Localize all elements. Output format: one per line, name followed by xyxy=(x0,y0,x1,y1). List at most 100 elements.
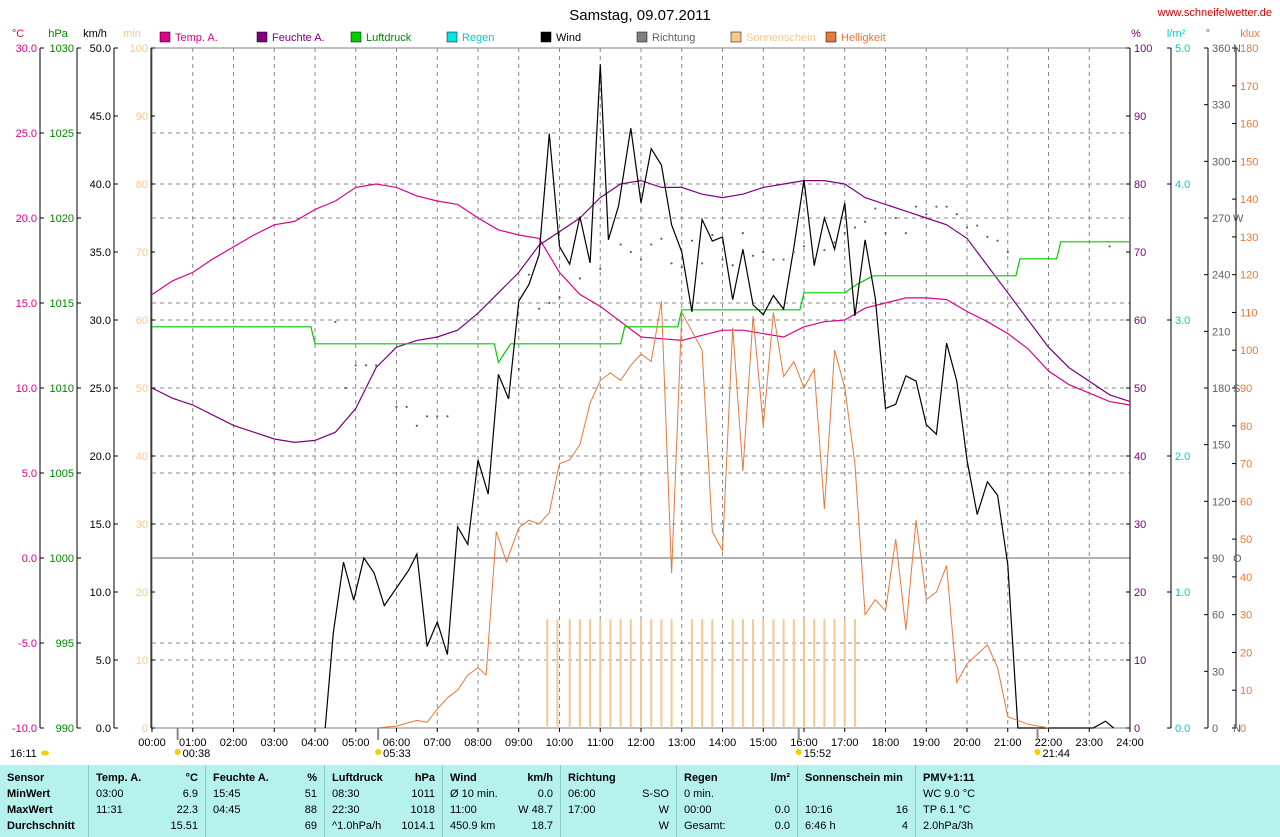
stats-cell: Richtung xyxy=(568,772,616,784)
direction-point xyxy=(578,277,581,280)
compass-label: S xyxy=(1233,383,1240,395)
stats-cell: MaxWert xyxy=(7,804,53,816)
axis-tick-label: 330 xyxy=(1212,100,1230,112)
axis-tick-label: 30 xyxy=(1240,610,1252,622)
axis-tick-label: 120 xyxy=(1212,496,1230,508)
axis-tick-label: 120 xyxy=(1240,270,1258,282)
axis-tick-label: 1030 xyxy=(50,43,74,55)
direction-point xyxy=(375,364,378,367)
legend-label: Sonnenschein xyxy=(746,32,816,44)
axis-tick-label: 100 xyxy=(130,43,148,55)
direction-point xyxy=(639,258,643,261)
axis-tick-label: 150 xyxy=(1212,440,1230,452)
stats-panel: Sensor MinWert MaxWert Durchschnitt Temp. A.… xyxy=(0,765,1280,837)
stats-cell: 16 xyxy=(895,804,908,816)
marker-time: 00:38 xyxy=(183,748,211,760)
compass-label: O xyxy=(1233,553,1242,565)
x-tick-label: 12:00 xyxy=(627,737,655,749)
site-url[interactable]: www.schneifelwetter.de xyxy=(1157,7,1272,19)
axis-tick-label: 1015 xyxy=(50,298,74,310)
x-tick-label: 20:00 xyxy=(953,737,981,749)
stats-cell: 18.7 xyxy=(531,820,553,832)
sunrise-icon xyxy=(375,749,382,755)
direction-point xyxy=(823,249,826,252)
stats-cell: Ø 10 min. xyxy=(450,788,498,800)
direction-point xyxy=(415,424,418,427)
axis-tick-label: 5.0 xyxy=(1175,43,1190,55)
axis-tick-label: 360 xyxy=(1212,43,1230,55)
weather-chart: Samstag, 09.07.2011 www.schneifelwetter.… xyxy=(10,7,1272,760)
axis-unit-rain: l/m² xyxy=(1167,28,1186,40)
axis-tick-label: 60 xyxy=(1134,315,1146,327)
series-line-luftdruck xyxy=(152,241,1130,365)
stats-cell: 10:16 xyxy=(805,804,833,816)
compass-label: N xyxy=(1233,43,1241,55)
stats-column: PMV+1:11 WC 9.0 °C TP 6.1 °C 2.0hPa/3h xyxy=(915,765,1280,837)
axis-tick-label: -10.0 xyxy=(12,723,37,735)
stats-cell: 03:00 xyxy=(96,788,124,800)
direction-point xyxy=(690,239,694,242)
stats-cell: °C xyxy=(185,772,198,784)
direction-point xyxy=(629,250,632,254)
direction-point xyxy=(792,250,795,254)
direction-point xyxy=(405,405,408,408)
axis-tick-label: 40 xyxy=(136,451,148,463)
direction-point xyxy=(548,301,551,305)
sun-moon-markers: 00:38 05:33 15:52 21:44 16:11 xyxy=(10,728,1070,760)
axis-tick-label: 210 xyxy=(1212,326,1230,338)
legend-label: Regen xyxy=(462,32,494,44)
axis-tick-label: 15.0 xyxy=(16,298,37,310)
axis-tick-label: 45.0 xyxy=(90,111,111,123)
direction-point xyxy=(334,320,337,323)
stats-cell: Sensor xyxy=(7,772,45,784)
axis-tick-label: 10 xyxy=(1134,655,1146,667)
legend-swatch xyxy=(636,31,648,43)
x-tick-label: 02:00 xyxy=(220,737,248,749)
axis-tick-label: 0 xyxy=(142,723,148,735)
moon-icon xyxy=(795,749,802,755)
x-tick-label: 01:00 xyxy=(179,737,207,749)
stats-cell: Temp. A. xyxy=(96,772,142,784)
series-line-helligkeit xyxy=(376,301,1049,729)
stats-cell: W 48.7 xyxy=(518,804,553,816)
legend-swatch xyxy=(256,31,268,43)
direction-point xyxy=(670,262,673,265)
legend-label: Helligkeit xyxy=(841,32,886,44)
x-tick-label: 04:00 xyxy=(301,737,329,749)
direction-point xyxy=(986,235,989,238)
stats-cell: 08:30 xyxy=(332,788,360,800)
direction-point xyxy=(762,250,765,254)
stats-cell: ^1.0hPa/h xyxy=(332,820,382,832)
axis-tick-label: 20 xyxy=(136,587,148,599)
axis-tick-label: 50 xyxy=(1134,383,1146,395)
direction-point xyxy=(344,386,347,390)
stats-cell: 11:00 xyxy=(450,804,477,816)
stats-cell: 0.0 xyxy=(537,788,553,800)
axis-tick-label: 5.0 xyxy=(96,655,111,667)
stats-cell: Gesamt: xyxy=(684,820,726,832)
marker-time: 21:44 xyxy=(1042,748,1070,760)
axis-tick-label: 170 xyxy=(1240,81,1258,93)
axis-tick-label: 1005 xyxy=(50,468,74,480)
stats-cell: hPa xyxy=(414,772,435,784)
stats-cell: km/h xyxy=(527,772,553,784)
sun-icon xyxy=(41,750,49,756)
x-tick-label: 14:00 xyxy=(709,737,737,749)
axis-tick-label: 30.0 xyxy=(90,315,111,327)
stats-cell: 15:45 xyxy=(213,788,241,800)
series-line-temp-a xyxy=(151,183,1131,406)
legend-label: Richtung xyxy=(652,32,695,44)
stats-cell: WC 9.0 °C xyxy=(923,788,976,800)
sunset-icon xyxy=(1034,749,1041,755)
direction-point xyxy=(884,232,887,235)
x-tick-label: 00:00 xyxy=(138,737,166,749)
x-tick-label: 22:00 xyxy=(1035,737,1063,749)
direction-point xyxy=(853,226,857,229)
direction-point xyxy=(1108,245,1111,248)
axis-tick-label: 20.0 xyxy=(90,451,111,463)
axis-tick-label: 90 xyxy=(1134,111,1146,123)
axis-tick-label: 3.0 xyxy=(1175,315,1190,327)
legend-swatch xyxy=(730,31,742,43)
direction-point xyxy=(955,213,958,216)
compass-label: W xyxy=(1233,213,1244,225)
